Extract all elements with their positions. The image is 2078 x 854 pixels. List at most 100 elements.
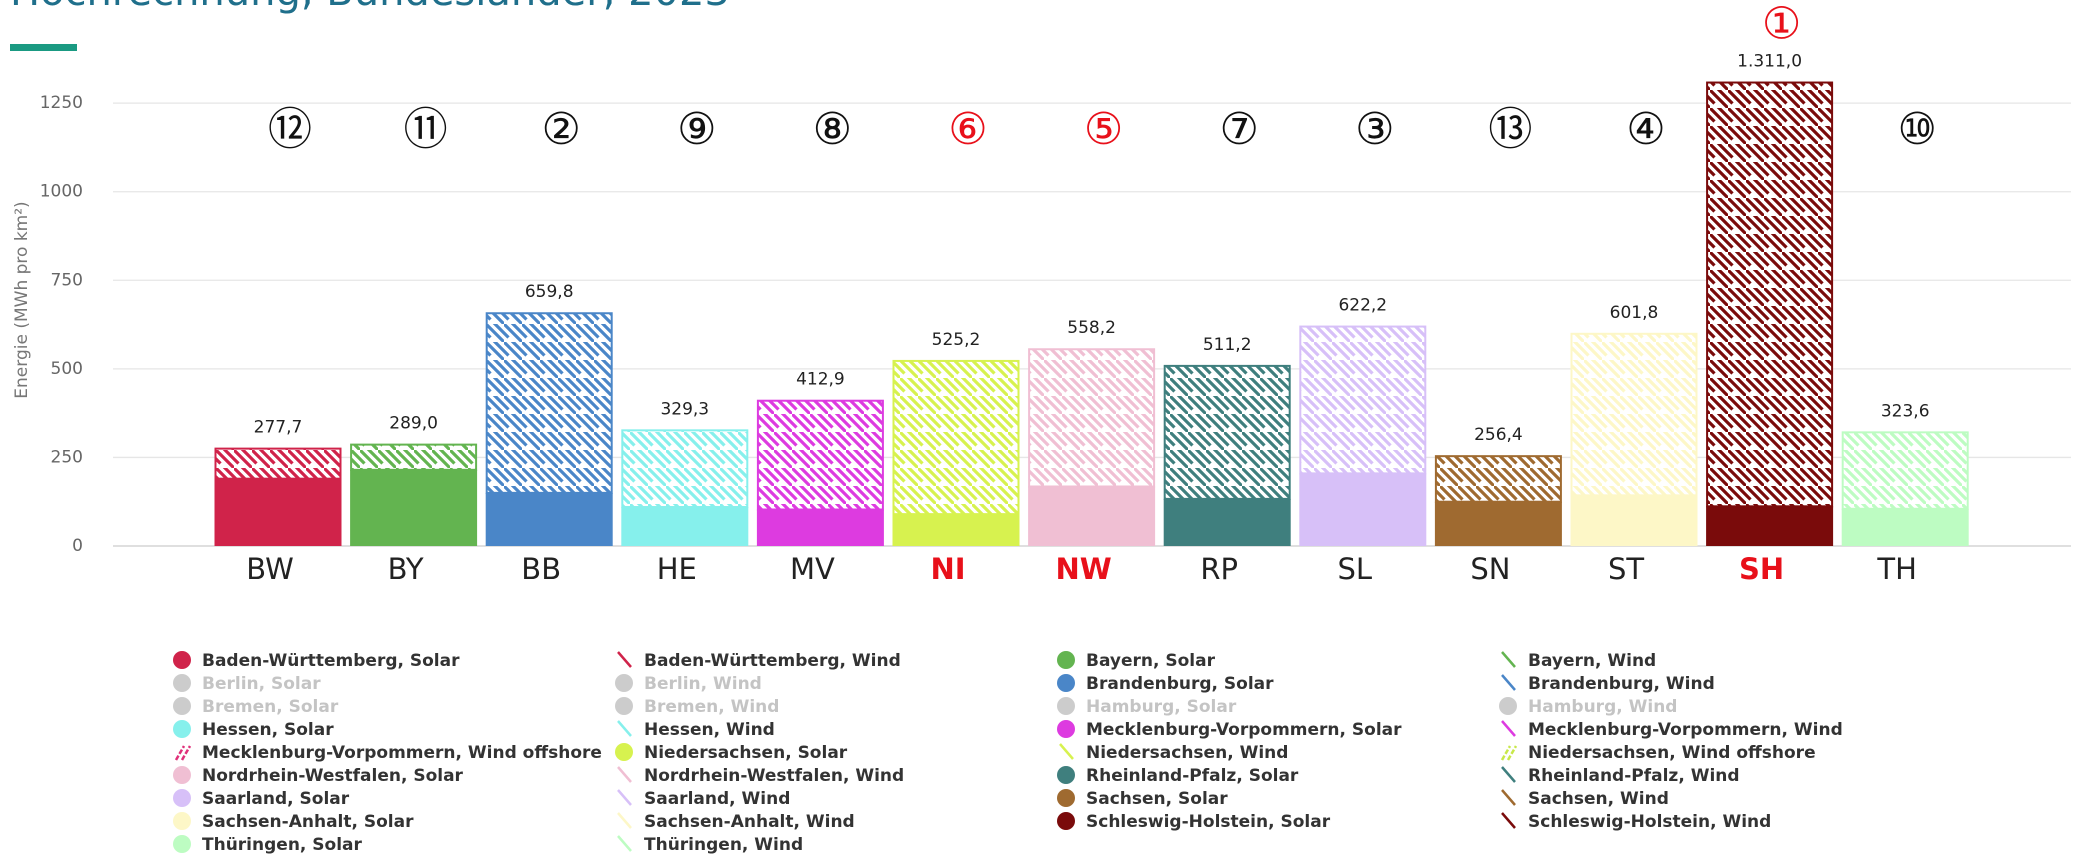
- bar-solar: [1028, 486, 1156, 546]
- legend-label: Thüringen, Solar: [202, 835, 363, 854]
- legend-icon: [1057, 674, 1075, 692]
- y-tick-label: 1250: [40, 93, 83, 113]
- x-tick-label: SH: [1739, 552, 1784, 586]
- rank-label: ②: [541, 104, 580, 155]
- legend-label: Bayern, Wind: [1528, 651, 1656, 671]
- legend-label: Nordrhein-Westfalen, Solar: [202, 766, 464, 786]
- bar-wind: [1028, 348, 1156, 488]
- value-label: 622,2: [1338, 296, 1387, 316]
- legend-label: Baden-Württemberg, Wind: [644, 651, 901, 671]
- legend-icon: [1057, 766, 1075, 784]
- bar-solar: [1841, 508, 1969, 546]
- legend-label: Schleswig-Holstein, Solar: [1086, 812, 1331, 832]
- bar-wind: [1299, 325, 1427, 475]
- x-tick-label: RP: [1200, 552, 1238, 586]
- legend-label: Rheinland-Pfalz, Wind: [1528, 766, 1740, 786]
- y-axis-label: Energie (MWh pro km²): [12, 201, 32, 398]
- legend-icon: [1057, 651, 1075, 669]
- legend-icon: [174, 745, 192, 761]
- bar-wind: [214, 447, 342, 480]
- legend-label: Sachsen, Solar: [1086, 789, 1228, 809]
- legend-icon: [1057, 789, 1075, 807]
- bar-wind: [1706, 81, 1834, 508]
- legend-icon: [615, 697, 633, 715]
- rank-label: ⑦: [1219, 104, 1258, 155]
- rank-label: ⑬: [1488, 104, 1532, 155]
- x-tick-label: NW: [1055, 552, 1111, 586]
- legend-label: Saarland, Solar: [202, 789, 350, 809]
- legend-label: Berlin, Solar: [202, 674, 321, 694]
- bar-solar: [1434, 501, 1562, 546]
- rank-label: ⑨: [677, 104, 716, 155]
- y-tick-label: 1000: [40, 182, 83, 202]
- rank-label: ③: [1355, 104, 1394, 155]
- legend-icon: [1057, 812, 1075, 830]
- bar-solar: [1706, 506, 1834, 546]
- bar-wind: [756, 399, 884, 511]
- legend-icon: [617, 720, 632, 737]
- legend-label: Nordrhein-Westfalen, Wind: [644, 766, 904, 786]
- title-accent: [10, 44, 77, 51]
- legend-icon: [617, 766, 632, 783]
- legend-icon: [1501, 812, 1516, 829]
- bar-solar: [214, 478, 342, 546]
- rank-label: ⑫: [268, 104, 312, 155]
- y-tick-label: 750: [51, 270, 83, 290]
- x-tick-label: HE: [657, 552, 697, 586]
- legend-label: Bremen, Solar: [202, 697, 339, 717]
- legend-label: Rheinland-Pfalz, Solar: [1086, 766, 1299, 786]
- rank-label: ⑤: [1084, 104, 1123, 155]
- value-label: 659,8: [525, 282, 574, 302]
- bar-solar: [621, 507, 749, 546]
- legend-icon: [617, 835, 632, 852]
- legend-icon: [173, 812, 191, 830]
- value-label: 511,2: [1203, 335, 1252, 355]
- y-tick-label: 0: [72, 536, 83, 556]
- legend-icon: [615, 674, 633, 692]
- legend-icon: [1501, 720, 1516, 737]
- bar-wind: [621, 429, 749, 509]
- bar-wind: [485, 312, 613, 494]
- legend-icon: [617, 789, 632, 806]
- legend-label: Bremen, Wind: [644, 697, 779, 717]
- legend-icon: [617, 812, 632, 829]
- legend-label: Brandenburg, Wind: [1528, 674, 1715, 694]
- legend-label: Niedersachsen, Wind offshore: [1528, 743, 1816, 763]
- bar-wind: [892, 359, 1020, 516]
- legend-icon: [173, 766, 191, 784]
- legend-label: Niedersachsen, Solar: [644, 743, 848, 763]
- value-label: 289,0: [389, 414, 438, 434]
- value-label: 525,2: [932, 330, 981, 350]
- legend-icon: [617, 651, 632, 668]
- legend-icon: [1057, 697, 1075, 715]
- bar-wind: [1434, 455, 1562, 503]
- bar-wind: [1163, 364, 1291, 500]
- bar-solar: [485, 492, 613, 546]
- y-tick-label: 250: [51, 447, 83, 467]
- bar-wind: [350, 443, 478, 471]
- value-label: 601,8: [1610, 303, 1659, 323]
- legend-label: Sachsen-Anhalt, Wind: [644, 812, 855, 832]
- legend-label: Baden-Württemberg, Solar: [202, 651, 460, 671]
- bar-solar: [1570, 495, 1698, 546]
- x-tick-label: BB: [521, 552, 561, 586]
- value-label: 277,7: [254, 418, 303, 438]
- x-tick-label: SN: [1470, 552, 1510, 586]
- rank-label: ④: [1626, 104, 1665, 155]
- legend-icon: [1501, 766, 1516, 783]
- legend-label: Mecklenburg-Vorpommern, Solar: [1086, 720, 1402, 740]
- bar-solar: [350, 469, 478, 546]
- legend-label: Sachsen, Wind: [1528, 789, 1669, 809]
- value-label: 329,3: [660, 399, 709, 419]
- x-tick-label: BY: [388, 552, 424, 586]
- rank-label: ①: [1762, 0, 1801, 50]
- legend-label: Bayern, Solar: [1086, 651, 1216, 671]
- legend-icon: [1059, 743, 1074, 760]
- legend-icon: [1501, 651, 1516, 668]
- legend-icon: [1499, 697, 1517, 715]
- legend-icon: [615, 743, 633, 761]
- bar-solar: [756, 509, 884, 546]
- value-label: 1.311,0: [1737, 52, 1802, 72]
- legend-label: Schleswig-Holstein, Wind: [1528, 812, 1771, 832]
